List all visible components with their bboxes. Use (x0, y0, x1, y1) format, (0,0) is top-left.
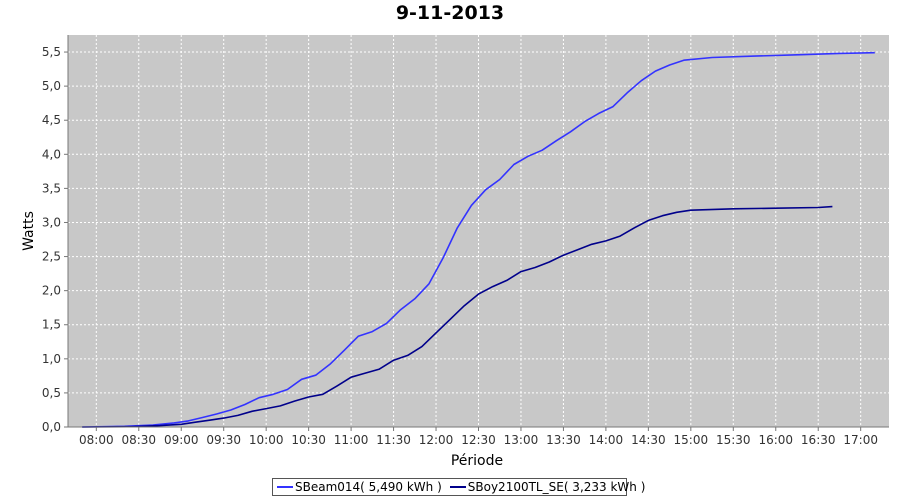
series-line-1 (82, 51, 875, 428)
x-tick-label: 15:30 (716, 433, 751, 447)
x-axis-label: Période (451, 453, 503, 469)
y-tick-label: 4,5 (42, 113, 61, 127)
x-tick-label: 10:00 (249, 433, 284, 447)
legend-item-1: SBeam014( 5,490 kWh ) (277, 480, 442, 494)
x-tick-label: 08:00 (79, 433, 114, 447)
series-layer (82, 51, 875, 428)
x-tick-label: 11:30 (376, 433, 411, 447)
chart-title: 9-11-2013 (395, 2, 505, 24)
legend-label: SBeam014( 5,490 kWh ) (295, 480, 442, 494)
y-axis-label: Watts (21, 211, 37, 251)
y-tick-label: 0,0 (42, 420, 61, 434)
x-tick-label: 08:30 (121, 433, 156, 447)
x-tick-label: 12:00 (419, 433, 454, 447)
x-tick-label: 17:00 (843, 433, 878, 447)
y-tick-label: 2,5 (42, 250, 61, 264)
y-tick-label: 1,0 (42, 352, 61, 366)
y-tick-label: 4,0 (42, 147, 61, 161)
y-tick-label: 2,0 (42, 284, 61, 298)
x-tick-label: 14:00 (589, 433, 624, 447)
x-tick-label: 13:00 (504, 433, 539, 447)
x-tick-label: 16:00 (758, 433, 793, 447)
series-line-2 (82, 205, 833, 428)
x-tick-label: 09:00 (164, 433, 199, 447)
legend: SBeam014( 5,490 kWh ) SBoy2100TL_SE( 3,23… (272, 478, 645, 496)
x-tick-label: 12:30 (461, 433, 496, 447)
x-axis: 08:00 08:30 09:00 09:30 10:00 10:30 11:00 11:30… (68, 426, 889, 447)
x-tick-label: 09:30 (206, 433, 241, 447)
y-tick-label: 3,5 (42, 181, 61, 195)
x-tick-label: 11:00 (334, 433, 369, 447)
legend-label: SBoy2100TL_SE( 3,233 kWh ) (467, 480, 646, 494)
x-tick-label: 14:30 (631, 433, 666, 447)
y-axis: 0,0 0,5 1,0 1,5 2,0 2,5 3,0 3,5 4,0 4,5 5,0 5,5 (42, 35, 69, 434)
y-tick-label: 0,5 (42, 386, 61, 400)
legend-swatch (449, 486, 466, 488)
y-tick-label: 3,0 (42, 215, 61, 229)
y-tick-label: 1,5 (42, 318, 61, 332)
legend-item-2: SBoy2100TL_SE( 3,233 kWh ) (449, 480, 646, 494)
x-tick-label: 10:30 (291, 433, 326, 447)
legend-swatch (277, 486, 293, 488)
x-tick-label: 13:30 (546, 433, 581, 447)
y-tick-label: 5,5 (42, 45, 61, 59)
x-tick-label: 16:30 (801, 433, 836, 447)
y-tick-label: 5,0 (42, 79, 61, 93)
x-tick-label: 15:00 (674, 433, 709, 447)
